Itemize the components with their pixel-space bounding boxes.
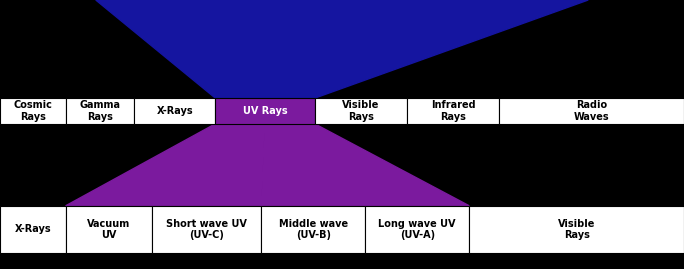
Polygon shape (261, 124, 469, 206)
FancyBboxPatch shape (152, 206, 261, 253)
Text: Infrared
Rays: Infrared Rays (431, 100, 475, 122)
FancyBboxPatch shape (499, 98, 684, 124)
Text: X-Rays: X-Rays (157, 106, 193, 116)
Text: Radio
Waves: Radio Waves (574, 100, 609, 122)
FancyBboxPatch shape (66, 206, 152, 253)
FancyBboxPatch shape (134, 98, 215, 124)
FancyBboxPatch shape (469, 206, 684, 253)
FancyBboxPatch shape (215, 98, 315, 124)
Text: Visible
Rays: Visible Rays (342, 100, 380, 122)
FancyBboxPatch shape (0, 206, 66, 253)
Text: Visible
Rays: Visible Rays (558, 218, 595, 240)
FancyBboxPatch shape (0, 98, 66, 124)
FancyBboxPatch shape (407, 98, 499, 124)
FancyBboxPatch shape (261, 206, 365, 253)
Text: Vacuum
UV: Vacuum UV (87, 218, 131, 240)
Text: Gamma
Rays: Gamma Rays (79, 100, 120, 122)
FancyBboxPatch shape (66, 98, 134, 124)
Text: Long wave UV
(UV-A): Long wave UV (UV-A) (378, 218, 456, 240)
Text: Cosmic
Rays: Cosmic Rays (14, 100, 52, 122)
FancyBboxPatch shape (315, 98, 407, 124)
Text: X-Rays: X-Rays (14, 224, 51, 234)
Polygon shape (66, 124, 265, 206)
Text: UV Rays: UV Rays (243, 106, 287, 116)
Text: Short wave UV
(UV-C): Short wave UV (UV-C) (166, 218, 247, 240)
Polygon shape (96, 0, 588, 98)
FancyBboxPatch shape (365, 206, 469, 253)
Text: Middle wave
(UV-B): Middle wave (UV-B) (278, 218, 348, 240)
